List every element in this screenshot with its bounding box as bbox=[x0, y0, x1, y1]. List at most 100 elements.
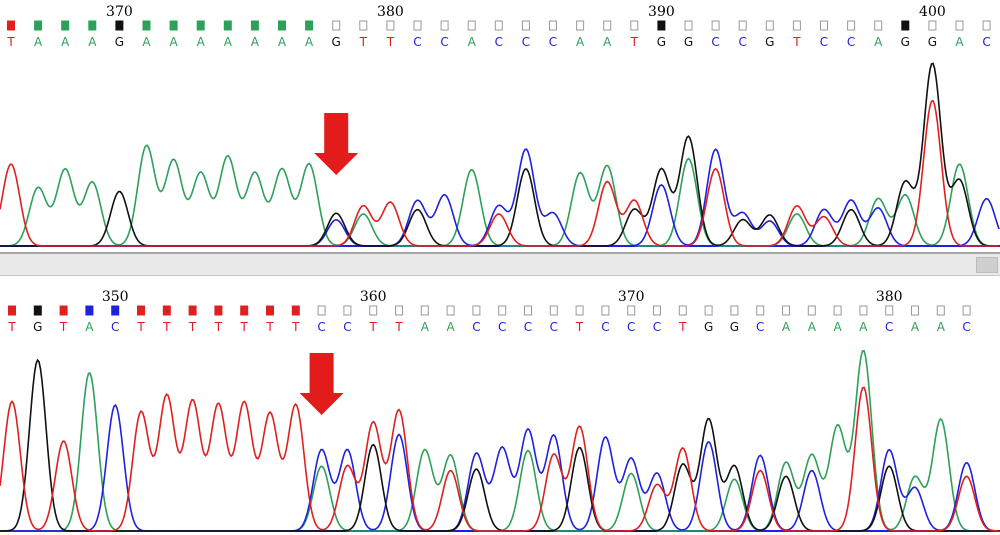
quality-bar bbox=[115, 20, 124, 31]
base-call-letter: T bbox=[59, 320, 68, 334]
quality-bar bbox=[61, 20, 70, 31]
trace-t bbox=[0, 386, 999, 532]
base-call-letter: T bbox=[136, 320, 145, 334]
base-call-letter: T bbox=[369, 320, 378, 334]
quality-bar bbox=[874, 20, 883, 31]
quality-bar bbox=[240, 305, 249, 316]
base-call-letter: G bbox=[657, 35, 666, 49]
position-tick-label: 370 bbox=[618, 289, 645, 305]
quality-bar bbox=[859, 305, 868, 316]
base-call-letter: C bbox=[885, 320, 893, 334]
base-call-letter: C bbox=[440, 35, 448, 49]
base-call-letter: C bbox=[820, 35, 828, 49]
base-call-letter: G bbox=[765, 35, 774, 49]
base-call-letter: T bbox=[394, 320, 403, 334]
trace-c bbox=[0, 148, 1000, 247]
position-tick-label: 360 bbox=[360, 289, 387, 305]
base-call-letter: C bbox=[711, 35, 719, 49]
quality-bar bbox=[738, 20, 747, 31]
base-call-letter: T bbox=[240, 320, 249, 334]
base-call-letter: G bbox=[33, 320, 42, 334]
quality-bar bbox=[901, 20, 910, 31]
position-tick-label: 380 bbox=[377, 4, 404, 20]
quality-bar bbox=[936, 305, 945, 316]
base-call-letter: A bbox=[251, 35, 260, 49]
quality-bar bbox=[498, 305, 507, 316]
horizontal-scrollbar[interactable] bbox=[0, 252, 1000, 276]
quality-bar bbox=[332, 20, 341, 31]
quality-bar bbox=[223, 20, 232, 31]
base-call-letter: A bbox=[142, 35, 151, 49]
quality-bar bbox=[792, 20, 801, 31]
quality-bar bbox=[494, 20, 503, 31]
base-call-letter: C bbox=[550, 320, 558, 334]
base-call-letter: C bbox=[111, 320, 119, 334]
quality-bar bbox=[521, 20, 530, 31]
position-tick-label: 390 bbox=[648, 4, 675, 20]
position-tick-label: 370 bbox=[106, 4, 133, 20]
base-call-letter: G bbox=[730, 320, 739, 334]
base-call-letter: A bbox=[169, 35, 178, 49]
base-call-letter: C bbox=[549, 35, 557, 49]
quality-bar bbox=[524, 305, 532, 316]
quality-bar bbox=[820, 20, 828, 31]
base-call-letter: C bbox=[601, 320, 609, 334]
quality-bar bbox=[266, 305, 274, 316]
quality-bar bbox=[782, 305, 790, 316]
base-call-letter: T bbox=[162, 320, 171, 334]
base-call-letter: C bbox=[343, 320, 351, 334]
base-call-letter: A bbox=[421, 320, 430, 334]
quality-bar bbox=[549, 20, 557, 31]
quality-bar bbox=[446, 305, 455, 316]
quality-bar bbox=[833, 305, 842, 316]
base-call-letter: G bbox=[704, 320, 713, 334]
quality-bar bbox=[34, 20, 43, 31]
quality-bar bbox=[678, 305, 687, 316]
quality-bar bbox=[278, 20, 286, 31]
quality-bar bbox=[395, 305, 403, 316]
quality-bar bbox=[137, 305, 145, 316]
base-call-letter: C bbox=[627, 320, 635, 334]
base-call-letter: C bbox=[317, 320, 325, 334]
quality-bar bbox=[627, 305, 636, 316]
top-chromatogram-svg: 370 380 390 400 T A A A G A A A A A A A G T T C C A C C C A A T G G C C… bbox=[0, 4, 1000, 247]
base-call-letter: G bbox=[901, 35, 910, 49]
base-call-letter: C bbox=[413, 35, 421, 49]
mutation-arrow-icon bbox=[314, 113, 359, 175]
quality-bar bbox=[962, 305, 971, 316]
base-call-letter: A bbox=[278, 35, 287, 49]
base-call-letter: T bbox=[386, 35, 395, 49]
quality-bar bbox=[359, 20, 368, 31]
quality-bar bbox=[955, 20, 964, 31]
quality-bar bbox=[576, 20, 585, 31]
base-call-letter: C bbox=[739, 35, 747, 49]
quality-bar bbox=[162, 305, 171, 316]
base-call-letter: A bbox=[85, 320, 94, 334]
base-call-letter: G bbox=[332, 35, 341, 49]
mutation-arrow-icon bbox=[299, 353, 344, 415]
trace-a bbox=[0, 349, 999, 532]
base-call-letter: A bbox=[468, 35, 477, 49]
base-call-letter: A bbox=[61, 35, 70, 49]
quality-bar bbox=[169, 20, 178, 31]
quality-bar bbox=[440, 20, 449, 31]
position-tick-label: 350 bbox=[102, 289, 129, 305]
quality-bar bbox=[847, 20, 856, 31]
quality-bar bbox=[214, 305, 223, 316]
quality-bar bbox=[196, 20, 205, 31]
base-call-letter: A bbox=[88, 35, 97, 49]
base-call-letter: T bbox=[188, 320, 197, 334]
base-call-letter: T bbox=[291, 320, 300, 334]
quality-bar bbox=[911, 305, 919, 316]
quality-bar bbox=[472, 305, 481, 316]
scrollbar-thumb[interactable] bbox=[976, 257, 998, 273]
quality-bar bbox=[549, 305, 558, 316]
quality-bar bbox=[704, 305, 713, 316]
quality-bar bbox=[250, 20, 259, 31]
quality-bar bbox=[317, 305, 326, 316]
quality-bar bbox=[765, 20, 774, 31]
base-call-letter: G bbox=[684, 35, 693, 49]
position-tick-label: 380 bbox=[876, 289, 903, 305]
quality-bar bbox=[711, 20, 720, 31]
quality-bar bbox=[111, 305, 120, 316]
